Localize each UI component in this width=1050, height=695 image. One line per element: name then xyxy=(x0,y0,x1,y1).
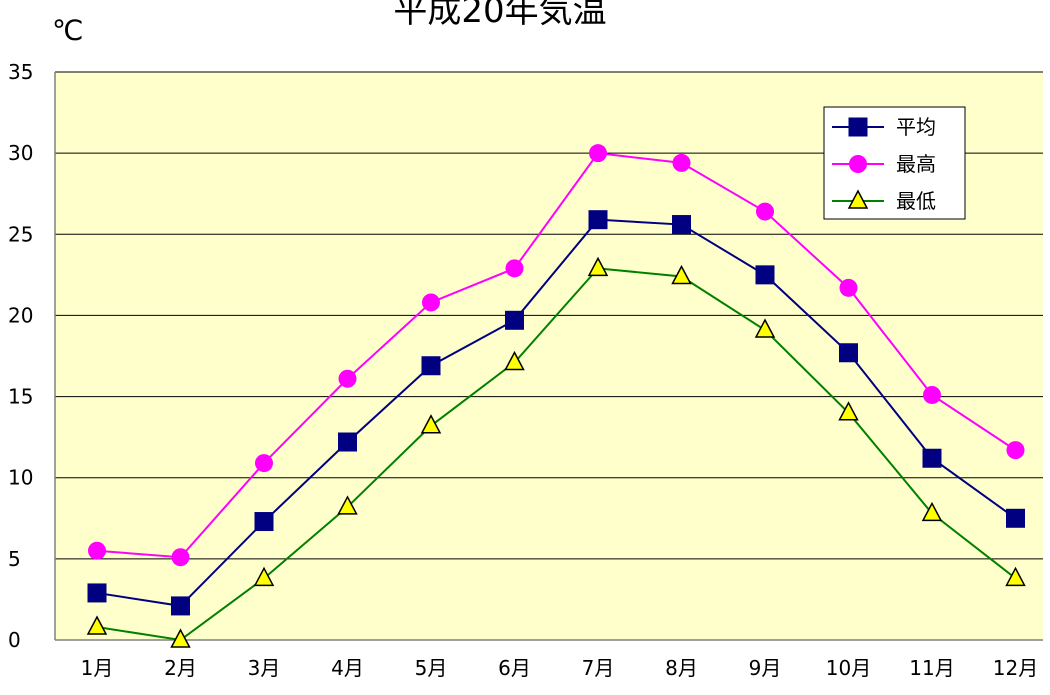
y-tick-label: 5 xyxy=(8,547,21,571)
x-tick-label: 8月 xyxy=(665,656,698,680)
data-point xyxy=(170,628,191,648)
x-tick-label: 12月 xyxy=(993,656,1038,680)
data-point xyxy=(587,256,609,277)
y-tick-label: 30 xyxy=(8,141,33,165)
x-tick-label: 9月 xyxy=(749,656,782,680)
x-tick-label: 3月 xyxy=(248,656,281,680)
data-point xyxy=(921,501,943,522)
data-point xyxy=(838,401,859,421)
legend-marker xyxy=(848,117,868,137)
data-point xyxy=(171,596,190,616)
data-point xyxy=(421,356,441,376)
y-tick-label: 35 xyxy=(8,60,33,84)
y-axis-unit-label: ℃ xyxy=(52,14,83,47)
series-3 xyxy=(86,256,1026,648)
series-line xyxy=(96,218,1017,607)
series-1 xyxy=(87,210,1025,616)
data-point xyxy=(505,259,524,278)
data-point xyxy=(923,385,941,404)
x-tick-label: 5月 xyxy=(415,656,448,680)
series-lines xyxy=(86,144,1026,648)
chart-title: 平成20年気温 xyxy=(393,0,606,31)
data-point xyxy=(1006,508,1025,528)
legend-label: 最低 xyxy=(896,189,936,213)
axes: 0 5 10 15 20 25 30 35 1月 2月 3月 4月 5月 6月 7月 8月 9月 10月 11月 12… xyxy=(8,60,1043,680)
data-point xyxy=(672,215,691,235)
legend-label: 最高 xyxy=(896,152,936,176)
data-point xyxy=(422,293,440,312)
data-point xyxy=(338,432,357,452)
data-point xyxy=(755,265,775,285)
data-point xyxy=(88,541,106,560)
data-point xyxy=(87,583,107,603)
data-point xyxy=(754,318,776,338)
y-tick-label: 25 xyxy=(8,222,33,246)
x-tick-label: 1月 xyxy=(81,656,114,680)
data-point xyxy=(839,343,858,363)
data-point xyxy=(756,202,774,221)
series-line xyxy=(96,152,1017,559)
y-tick-label: 10 xyxy=(8,466,33,490)
data-point xyxy=(671,264,692,285)
x-tick-label: 10月 xyxy=(826,656,871,680)
x-tick-label: 7月 xyxy=(582,656,615,680)
data-point xyxy=(589,144,607,163)
data-point xyxy=(253,566,275,587)
data-point xyxy=(86,615,108,635)
x-tick-label: 11月 xyxy=(909,656,954,680)
data-point xyxy=(922,448,942,468)
data-point xyxy=(588,210,608,230)
y-tick-label: 15 xyxy=(8,385,33,409)
series-line xyxy=(96,267,1017,642)
data-point xyxy=(839,278,858,297)
data-point xyxy=(337,495,358,515)
data-point xyxy=(254,512,274,532)
data-point xyxy=(1006,441,1025,460)
legend-marker xyxy=(847,189,869,209)
x-tick-label: 6月 xyxy=(498,656,531,680)
x-tick-label: 2月 xyxy=(164,656,197,680)
data-point xyxy=(1005,566,1026,587)
series-2 xyxy=(88,144,1025,567)
data-point xyxy=(171,548,190,567)
data-point xyxy=(505,310,524,330)
data-point xyxy=(338,369,357,388)
data-point xyxy=(504,350,525,371)
x-tick-label: 4月 xyxy=(331,656,364,680)
legend-marker xyxy=(849,155,867,173)
legend-label: 平均 xyxy=(896,115,936,139)
y-tick-label: 0 xyxy=(8,628,21,652)
data-point xyxy=(672,153,691,172)
y-tick-label: 20 xyxy=(8,303,33,327)
data-point xyxy=(255,454,273,473)
data-point xyxy=(420,414,442,434)
